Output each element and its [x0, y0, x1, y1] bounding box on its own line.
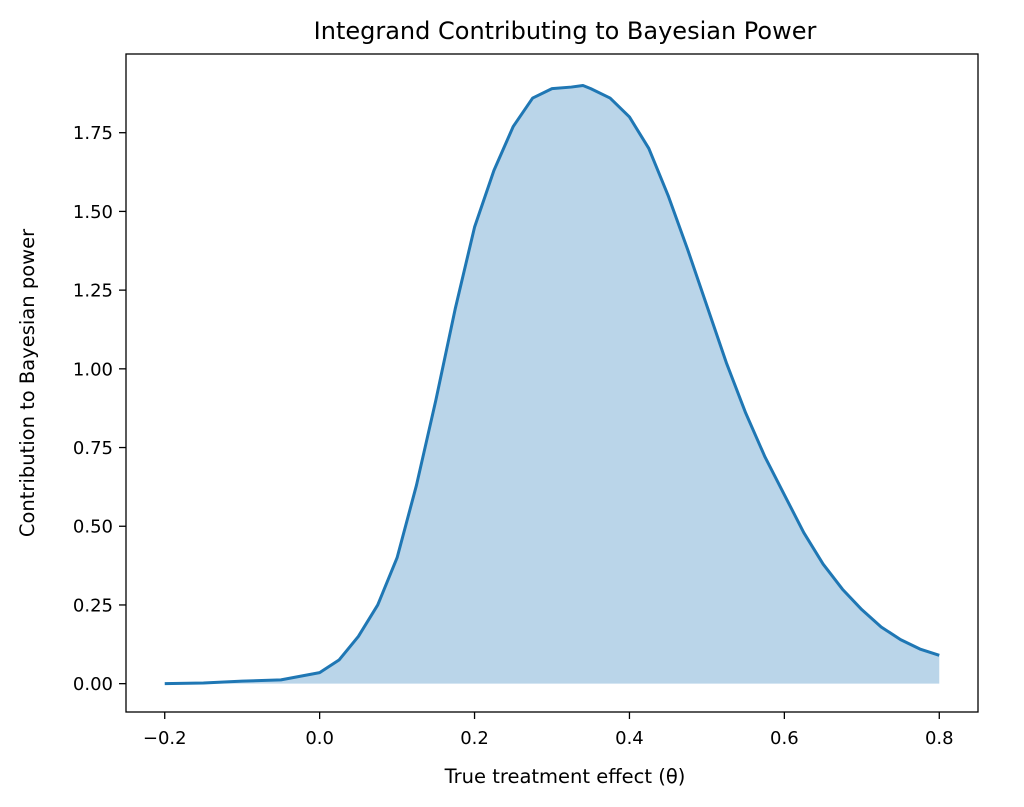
x-tick-label: −0.2 [143, 728, 187, 749]
plot-frame [125, 53, 979, 713]
y-tick-label: 1.25 [73, 281, 113, 302]
y-tick-label: 0.50 [73, 517, 113, 538]
y-tick-label: 1.00 [73, 359, 113, 380]
y-tick-label: 0.25 [73, 595, 113, 616]
y-tick-label: 0.00 [73, 674, 113, 695]
x-tick-label: 0.6 [770, 728, 799, 749]
x-axis-label: True treatment effect (θ) [444, 765, 686, 788]
y-tick-label: 1.50 [73, 202, 113, 223]
series-area-fill [164, 85, 940, 684]
x-tick-label: 0.8 [925, 728, 954, 749]
x-tick-label: 0.2 [460, 728, 489, 749]
x-tick-label: 0.0 [305, 728, 334, 749]
series-line [164, 83, 940, 686]
y-tick-label: 1.75 [73, 123, 113, 144]
y-axis-label: Contribution to Bayesian power [16, 228, 39, 537]
y-tick-label: 0.75 [73, 438, 113, 459]
chart-title: Integrand Contributing to Bayesian Power [314, 17, 817, 45]
x-tick-label: 0.4 [615, 728, 644, 749]
